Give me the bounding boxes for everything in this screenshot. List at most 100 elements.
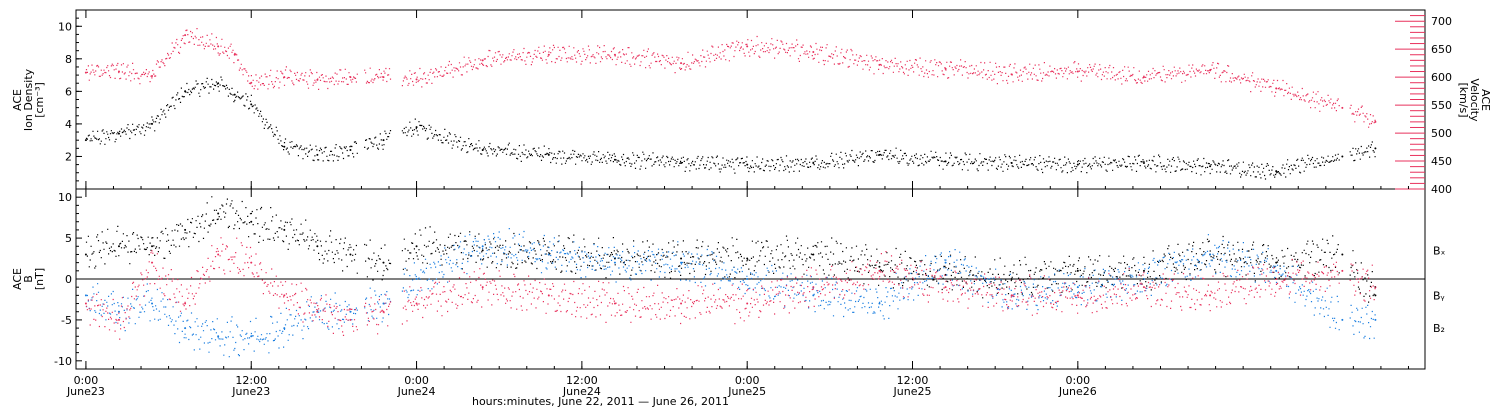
density-data-point: [84, 139, 87, 142]
time-tick-label: 12:00: [235, 374, 267, 387]
field-data-point-2: [746, 302, 749, 305]
field-data-point-1: [415, 278, 418, 280]
field-data-point-2: [184, 302, 187, 305]
field-data-point-2: [151, 261, 154, 264]
field-data-point-0: [680, 257, 683, 260]
legend-bx: Bₓ: [1433, 244, 1446, 257]
density-data-point: [1076, 163, 1079, 166]
time-tick-label: 0:00: [735, 374, 760, 387]
density-data-point: [1142, 161, 1145, 164]
field-data-point-0: [1010, 278, 1013, 280]
field-data-point-0: [117, 245, 120, 248]
field-data-point-1: [1374, 318, 1377, 321]
field-data-point-1: [1341, 318, 1344, 321]
density-data-point: [613, 158, 616, 161]
density-tick-label: 10: [58, 20, 72, 33]
field-data-point-1: [117, 310, 120, 313]
density-data-point: [415, 126, 418, 129]
velocity-tick-label: 550: [1431, 99, 1452, 112]
field-scatter-2: [85, 237, 1376, 340]
time-tick-label: 0:00: [404, 374, 429, 387]
velocity-data-point: [812, 50, 815, 53]
velocity-scatter: [85, 28, 1376, 128]
axis-ticks: 2 4 6 8 10 400 450 500 550 600 650 700 -10 -5 0 5 10 0:00…: [54, 10, 1452, 398]
velocity-tick-label: 450: [1431, 155, 1452, 168]
field-data-point-2: [250, 261, 253, 264]
density-data-point: [1275, 170, 1278, 173]
velocity-label-line-2: Velocity: [1468, 78, 1481, 122]
date-tick-label: June23: [231, 385, 270, 398]
field-data-point-0: [746, 257, 749, 260]
field-data-point-1: [481, 245, 484, 248]
x-axis-title: hours:minutes, June 22, 2011 — June 26, …: [472, 395, 729, 408]
velocity-tick-label: 500: [1431, 127, 1452, 140]
density-data-point: [316, 153, 319, 156]
field-data-point-1: [746, 278, 749, 280]
density-axis-label: ACE Ion Density [cm⁻³]: [11, 68, 46, 131]
field-data-point-2: [415, 302, 418, 305]
date-tick-label: June24: [397, 385, 436, 398]
field-data-point-0: [151, 245, 154, 248]
field-data-point-2: [944, 286, 947, 289]
field-data-point-1: [613, 261, 616, 264]
field-scatter-1: [85, 228, 1376, 358]
field-tick-label: -10: [54, 355, 72, 368]
density-data-point: [250, 103, 253, 106]
field-data-point-1: [878, 302, 881, 305]
density-label-line-2: Ion Density: [22, 68, 35, 131]
field-data-point-1: [184, 327, 187, 330]
density-scatter: [85, 76, 1376, 180]
velocity-axis-label: ACE Velocity [km/s]: [1457, 78, 1492, 122]
field-data-point-2: [481, 286, 484, 289]
field-data-point-0: [415, 245, 418, 248]
field-data-point-0: [283, 228, 286, 231]
velocity-data-point: [217, 45, 220, 48]
velocity-label-line-1: ACE: [1479, 89, 1492, 111]
density-tick-label: 6: [65, 85, 72, 98]
velocity-tick-label: 650: [1431, 43, 1452, 56]
density-tick-label: 4: [65, 118, 72, 131]
field-data-point-1: [680, 261, 683, 264]
velocity-data-point: [382, 76, 385, 79]
density-label-line-3: [cm⁻³]: [33, 82, 46, 118]
field-data-point-0: [184, 228, 187, 231]
field-data-point-2: [316, 310, 319, 313]
top-panel-frame: [75, 9, 1426, 190]
field-data-point-1: [283, 327, 286, 330]
field-label-line-3: [nT]: [33, 268, 46, 290]
field-data-point-1: [1275, 269, 1278, 272]
field-data-point-1: [1209, 253, 1212, 256]
date-tick-label: June24: [562, 385, 601, 398]
field-data-point-0: [1275, 261, 1278, 264]
velocity-data-point: [547, 53, 550, 56]
field-data-point-2: [117, 318, 120, 321]
field-data-point-2: [283, 294, 286, 297]
field-data-point-0: [84, 253, 87, 256]
velocity-label-line-3: [km/s]: [1457, 82, 1470, 117]
field-data-point-0: [217, 212, 220, 215]
velocity-data-point: [680, 62, 683, 65]
field-data-point-2: [1142, 286, 1145, 289]
field-tick-label: 0: [65, 273, 72, 286]
density-data-point: [349, 148, 352, 151]
time-tick-label: 0:00: [1065, 374, 1090, 387]
field-data-point-0: [481, 249, 484, 252]
field-data-point-1: [944, 261, 947, 264]
data-points: [84, 28, 1377, 358]
density-data-point: [283, 145, 286, 148]
field-data-point-0: [1142, 269, 1145, 272]
velocity-data-point: [84, 71, 87, 74]
field-scatter-0: [85, 196, 1376, 303]
density-data-point: [746, 163, 749, 166]
field-data-point-2: [680, 302, 683, 305]
velocity-data-point: [481, 59, 484, 62]
density-tick-label: 2: [65, 150, 72, 163]
field-data-point-2: [1076, 294, 1079, 297]
density-data-point: [680, 161, 683, 164]
date-tick-label: June25: [727, 385, 766, 398]
velocity-tick-label: 700: [1431, 15, 1452, 28]
density-data-point: [1341, 155, 1344, 158]
field-tick-label: 10: [58, 191, 72, 204]
field-tick-label: -5: [61, 314, 72, 327]
velocity-data-point: [1076, 70, 1079, 73]
